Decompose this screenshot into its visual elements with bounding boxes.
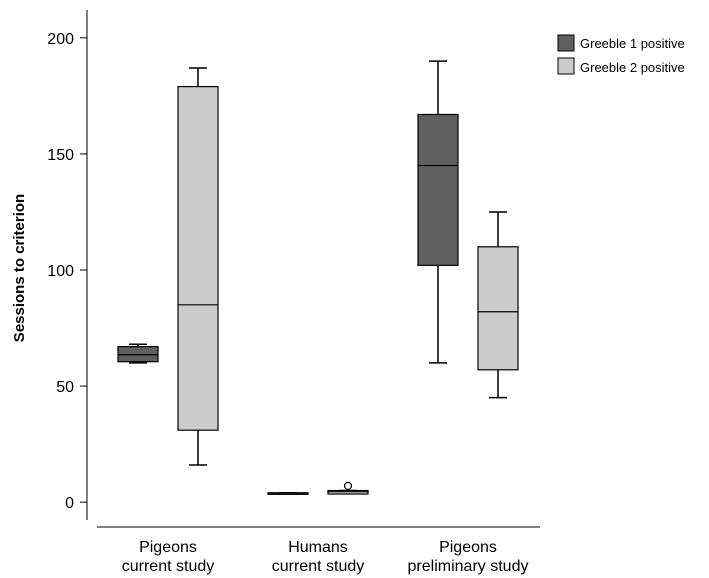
box-s1-g3 bbox=[417, 60, 459, 364]
x-category-label-1-line1: Pigeons bbox=[139, 539, 197, 556]
x-category-label-3-line1: Pigeons bbox=[439, 539, 497, 556]
x-categories: Pigeons current study Humans current stu… bbox=[122, 539, 529, 575]
box-s2-g2 bbox=[327, 481, 369, 495]
box-body-s1-g3 bbox=[417, 113, 459, 266]
x-axis: Pigeons current study Humans current stu… bbox=[97, 526, 540, 575]
x-category-label-2-line1: Humans bbox=[288, 539, 348, 556]
x-category-label-1-line2: current study bbox=[122, 558, 214, 575]
y-tick-label-50: 50 bbox=[56, 379, 74, 396]
y-axis: 0 50 100 150 200 Sessions to criterion bbox=[11, 10, 88, 520]
outlier-s2-g2-1 bbox=[343, 481, 353, 490]
legend: Greeble 1 positive Greeble 2 positive bbox=[557, 34, 685, 75]
legend-label-greeble-2: Greeble 2 positive bbox=[580, 60, 685, 75]
y-tick-label-150: 150 bbox=[47, 147, 74, 164]
legend-swatch-greeble-1 bbox=[557, 34, 575, 52]
y-tick-label-200: 200 bbox=[47, 31, 74, 48]
box-s2-g3 bbox=[477, 211, 519, 399]
legend-label-greeble-1: Greeble 1 positive bbox=[580, 36, 685, 51]
box-groups bbox=[117, 60, 519, 495]
box-s1-g2 bbox=[267, 492, 309, 495]
box-s2-g1 bbox=[177, 67, 219, 466]
box-body-s2-g1 bbox=[177, 86, 219, 431]
y-ticks: 0 50 100 150 200 bbox=[47, 31, 87, 512]
y-tick-label-100: 100 bbox=[47, 263, 74, 280]
x-category-label-2-line2: current study bbox=[272, 558, 364, 575]
y-axis-title: Sessions to criterion bbox=[11, 194, 28, 342]
box-s1-g1 bbox=[117, 343, 159, 364]
legend-swatch-greeble-2 bbox=[557, 57, 575, 75]
x-category-label-3-line2: preliminary study bbox=[408, 558, 529, 575]
y-tick-label-0: 0 bbox=[65, 495, 74, 512]
box-body-s2-g3 bbox=[477, 246, 519, 371]
